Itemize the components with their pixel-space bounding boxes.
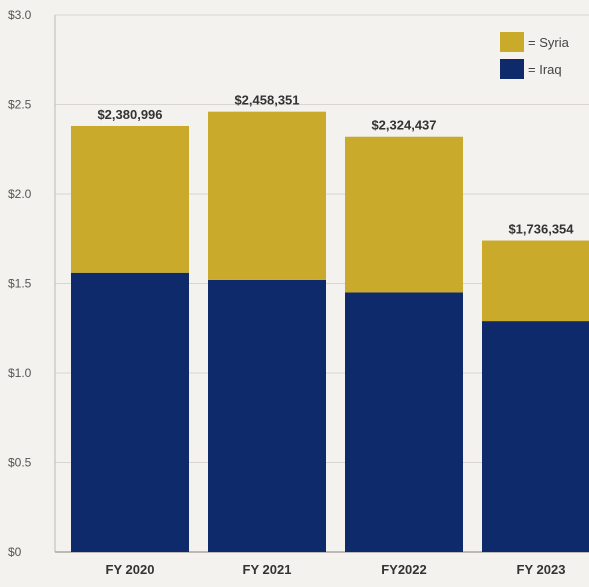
bar-syria [345, 136, 463, 293]
bar-syria [482, 240, 589, 322]
y-tick-label: $0 [8, 545, 22, 559]
y-tick-label: $0.5 [8, 456, 32, 470]
bar-iraq [345, 292, 463, 552]
bar-iraq [71, 272, 189, 552]
legend-swatch-iraq [500, 59, 524, 79]
x-tick-label: FY2022 [381, 562, 427, 577]
bar-iraq [208, 279, 326, 552]
bar-iraq [482, 321, 589, 552]
legend-label-iraq: = Iraq [528, 62, 562, 77]
legend-label-syria: = Syria [528, 35, 570, 50]
bar-syria [71, 125, 189, 273]
y-tick-label: $2.0 [8, 187, 32, 201]
bar-syria [208, 111, 326, 280]
legend-swatch-syria [500, 32, 524, 52]
y-tick-label: $1.0 [8, 366, 32, 380]
x-tick-label: FY 2021 [243, 562, 292, 577]
x-tick-label: FY 2023 [517, 562, 566, 577]
bar-total-label: $2,380,996 [97, 107, 162, 122]
y-tick-label: $1.5 [8, 277, 32, 291]
x-tick-label: FY 2020 [106, 562, 155, 577]
bar-total-label: $1,736,354 [508, 222, 574, 237]
y-tick-label: $2.5 [8, 98, 32, 112]
y-tick-label: $3.0 [8, 8, 32, 22]
bar-total-label: $2,458,351 [234, 93, 299, 108]
bar-total-label: $2,324,437 [371, 118, 436, 133]
